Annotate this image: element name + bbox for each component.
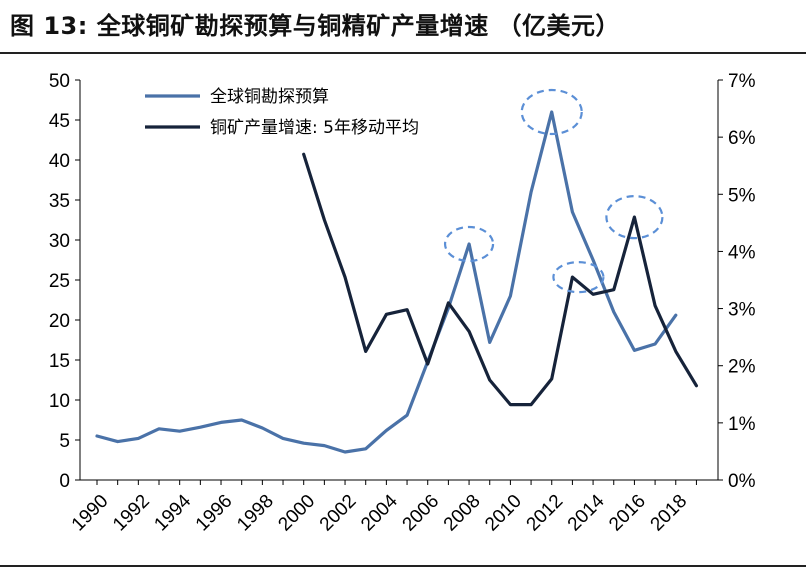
right-tick-label: 2% bbox=[728, 357, 756, 378]
right-tick-label: 7% bbox=[728, 71, 756, 92]
x-tick-label: 1990 bbox=[68, 491, 113, 536]
x-tick-label: 1994 bbox=[150, 490, 195, 535]
left-tick-label: 50 bbox=[49, 71, 70, 92]
highlight-2016 bbox=[605, 195, 664, 240]
bottom-rule bbox=[0, 565, 806, 567]
right-tick-label: 5% bbox=[728, 185, 756, 206]
x-tick-label: 2004 bbox=[357, 490, 402, 535]
x-tick-label: 2000 bbox=[274, 491, 319, 536]
left-tick-label: 15 bbox=[49, 351, 70, 372]
series-line-budget bbox=[95, 110, 678, 454]
x-tick-label: 2010 bbox=[481, 491, 526, 536]
x-tick-label: 2008 bbox=[440, 491, 485, 536]
series-lines bbox=[95, 110, 699, 454]
right-axis-ticks: 0% 1% 2% 3% 4% 5% 6% 7% bbox=[718, 71, 756, 492]
right-tick-label: 3% bbox=[728, 300, 756, 321]
right-tick-label: 4% bbox=[728, 242, 756, 263]
x-tick-label: 2006 bbox=[399, 491, 444, 536]
x-tick-label: 1998 bbox=[233, 491, 278, 536]
left-tick-label: 5 bbox=[59, 431, 70, 452]
left-tick-label: 30 bbox=[49, 231, 70, 252]
left-tick-label: 0 bbox=[59, 471, 70, 492]
x-tick-label: 2018 bbox=[647, 491, 692, 536]
right-tick-label: 1% bbox=[728, 414, 756, 435]
left-tick-label: 45 bbox=[49, 111, 70, 132]
chart-title: 图 13: 全球铜矿勘探预算与铜精矿产量增速 （亿美元） bbox=[10, 12, 621, 40]
legend-label-budget: 全球铜勘探预算 bbox=[210, 87, 329, 107]
left-tick-label: 25 bbox=[49, 271, 70, 292]
right-tick-label: 0% bbox=[728, 471, 756, 492]
legend-label-growth: 铜矿产量增速: 5年移动平均 bbox=[210, 118, 419, 138]
left-tick-label: 10 bbox=[49, 391, 70, 412]
right-tick-label: 6% bbox=[728, 128, 756, 149]
series-line-growth bbox=[302, 152, 699, 407]
left-tick-label: 35 bbox=[49, 191, 70, 212]
x-tick-label: 1996 bbox=[192, 491, 237, 536]
highlight-ellipses bbox=[443, 88, 664, 294]
legend: 全球铜勘探预算 铜矿产量增速: 5年移动平均 bbox=[145, 87, 419, 138]
x-tick-label: 2014 bbox=[564, 490, 609, 535]
x-axis-ticks: 1990199219941996199820002002200420062008… bbox=[68, 480, 697, 535]
left-tick-label: 20 bbox=[49, 311, 70, 332]
highlight-2013 bbox=[552, 261, 605, 294]
top-rule bbox=[0, 52, 806, 54]
x-tick-label: 2016 bbox=[605, 491, 650, 536]
left-axis-ticks: 0 5 10 15 20 25 30 35 40 45 50 bbox=[49, 71, 80, 492]
highlight-2008 bbox=[443, 225, 495, 263]
x-tick-label: 1992 bbox=[109, 491, 154, 536]
x-tick-label: 2012 bbox=[523, 491, 568, 536]
left-tick-label: 40 bbox=[49, 151, 70, 172]
x-tick-label: 2002 bbox=[316, 491, 361, 536]
highlight-2012 bbox=[520, 88, 583, 136]
